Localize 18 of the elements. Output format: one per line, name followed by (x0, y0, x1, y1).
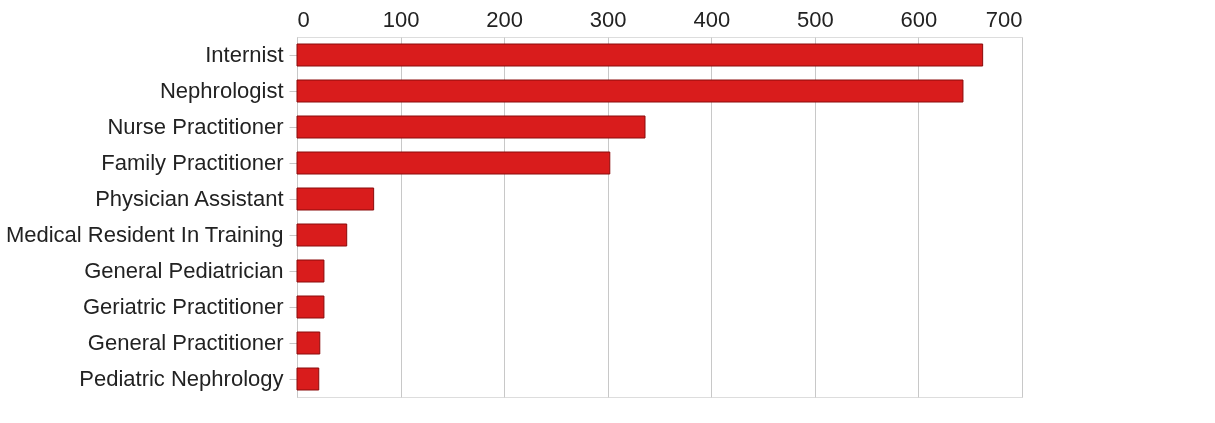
y-tick-label: Nephrologist (159, 78, 284, 103)
y-tick-label: Nurse Practitioner (107, 114, 284, 139)
x-tick-label: 0 (297, 6, 310, 32)
x-tick-label: 300 (589, 6, 627, 32)
x-tick-label: 600 (900, 6, 938, 32)
y-tick-label: Physician Assistant (95, 186, 284, 211)
y-tick-label: Medical Resident In Training (5, 222, 284, 247)
y-tick-label: General Practitioner (87, 330, 284, 355)
x-tick-label: 700 (985, 6, 1023, 32)
y-tick-label: Geriatric Practitioner (82, 294, 284, 319)
x-tick-label: 200 (486, 6, 523, 32)
x-tick-label: 100 (382, 6, 420, 32)
x-tick-label: 500 (797, 6, 834, 32)
y-tick-label: Internist (205, 42, 284, 67)
y-tick-label: Family Practitioner (101, 150, 284, 175)
x-tick-label: 400 (693, 6, 731, 32)
y-tick-label: General Pediatrician (84, 258, 284, 283)
y-tick-label: Pediatric Nephrology (79, 366, 284, 391)
